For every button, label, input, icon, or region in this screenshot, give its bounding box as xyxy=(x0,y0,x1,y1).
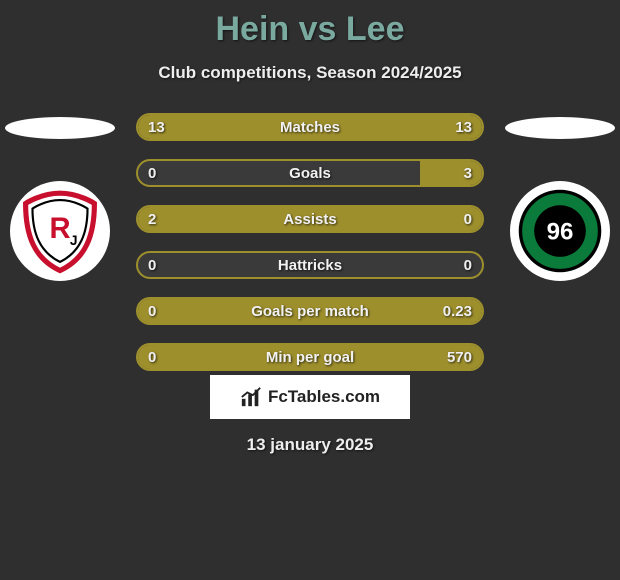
page-title: Hein vs Lee xyxy=(0,0,620,49)
stat-row-assists: 20Assists xyxy=(136,205,484,233)
stat-value-left: 0 xyxy=(148,161,156,185)
stat-value-right: 570 xyxy=(447,345,472,369)
club-crest-left: R J xyxy=(10,181,110,281)
stat-value-left: 0 xyxy=(148,345,156,369)
jahn-regensburg-icon: R J xyxy=(17,188,103,274)
club-left: R J xyxy=(0,113,120,281)
bar-fill xyxy=(138,207,482,231)
bar-fill-right xyxy=(420,161,482,185)
stat-label: Hattricks xyxy=(138,253,482,277)
bar-fill xyxy=(138,299,482,323)
subtitle: Club competitions, Season 2024/2025 xyxy=(0,63,620,83)
stat-row-goals-per-match: 00.23Goals per match xyxy=(136,297,484,325)
brand-text: FcTables.com xyxy=(268,387,380,407)
base-ellipse-right xyxy=(505,117,615,139)
stats-bars: 1313Matches03Goals20Assists00Hattricks00… xyxy=(136,113,484,389)
stat-row-hattricks: 0 0Hattricks xyxy=(136,251,484,279)
stat-value-right: 0 xyxy=(464,207,472,231)
bar-fill xyxy=(138,345,482,369)
hannover-96-icon: 96 xyxy=(517,188,603,274)
club-crest-right: 96 xyxy=(510,181,610,281)
date-text: 13 january 2025 xyxy=(0,435,620,455)
svg-text:R: R xyxy=(49,213,70,245)
base-ellipse-left xyxy=(5,117,115,139)
svg-text:96: 96 xyxy=(547,219,574,246)
stat-value-right: 0.23 xyxy=(443,299,472,323)
chart-icon xyxy=(240,386,262,408)
stat-row-matches: 1313Matches xyxy=(136,113,484,141)
stat-value-right: 0 xyxy=(464,253,472,277)
stat-value-left: 0 xyxy=(148,299,156,323)
club-right: 96 xyxy=(500,113,620,281)
stat-value-left: 2 xyxy=(148,207,156,231)
stat-value-right: 13 xyxy=(455,115,472,139)
stat-value-right: 3 xyxy=(464,161,472,185)
stat-row-goals: 03Goals xyxy=(136,159,484,187)
stat-row-min-per-goal: 0570Min per goal xyxy=(136,343,484,371)
stat-value-left: 13 xyxy=(148,115,165,139)
stat-value-left: 0 xyxy=(148,253,156,277)
svg-text:J: J xyxy=(70,233,78,248)
